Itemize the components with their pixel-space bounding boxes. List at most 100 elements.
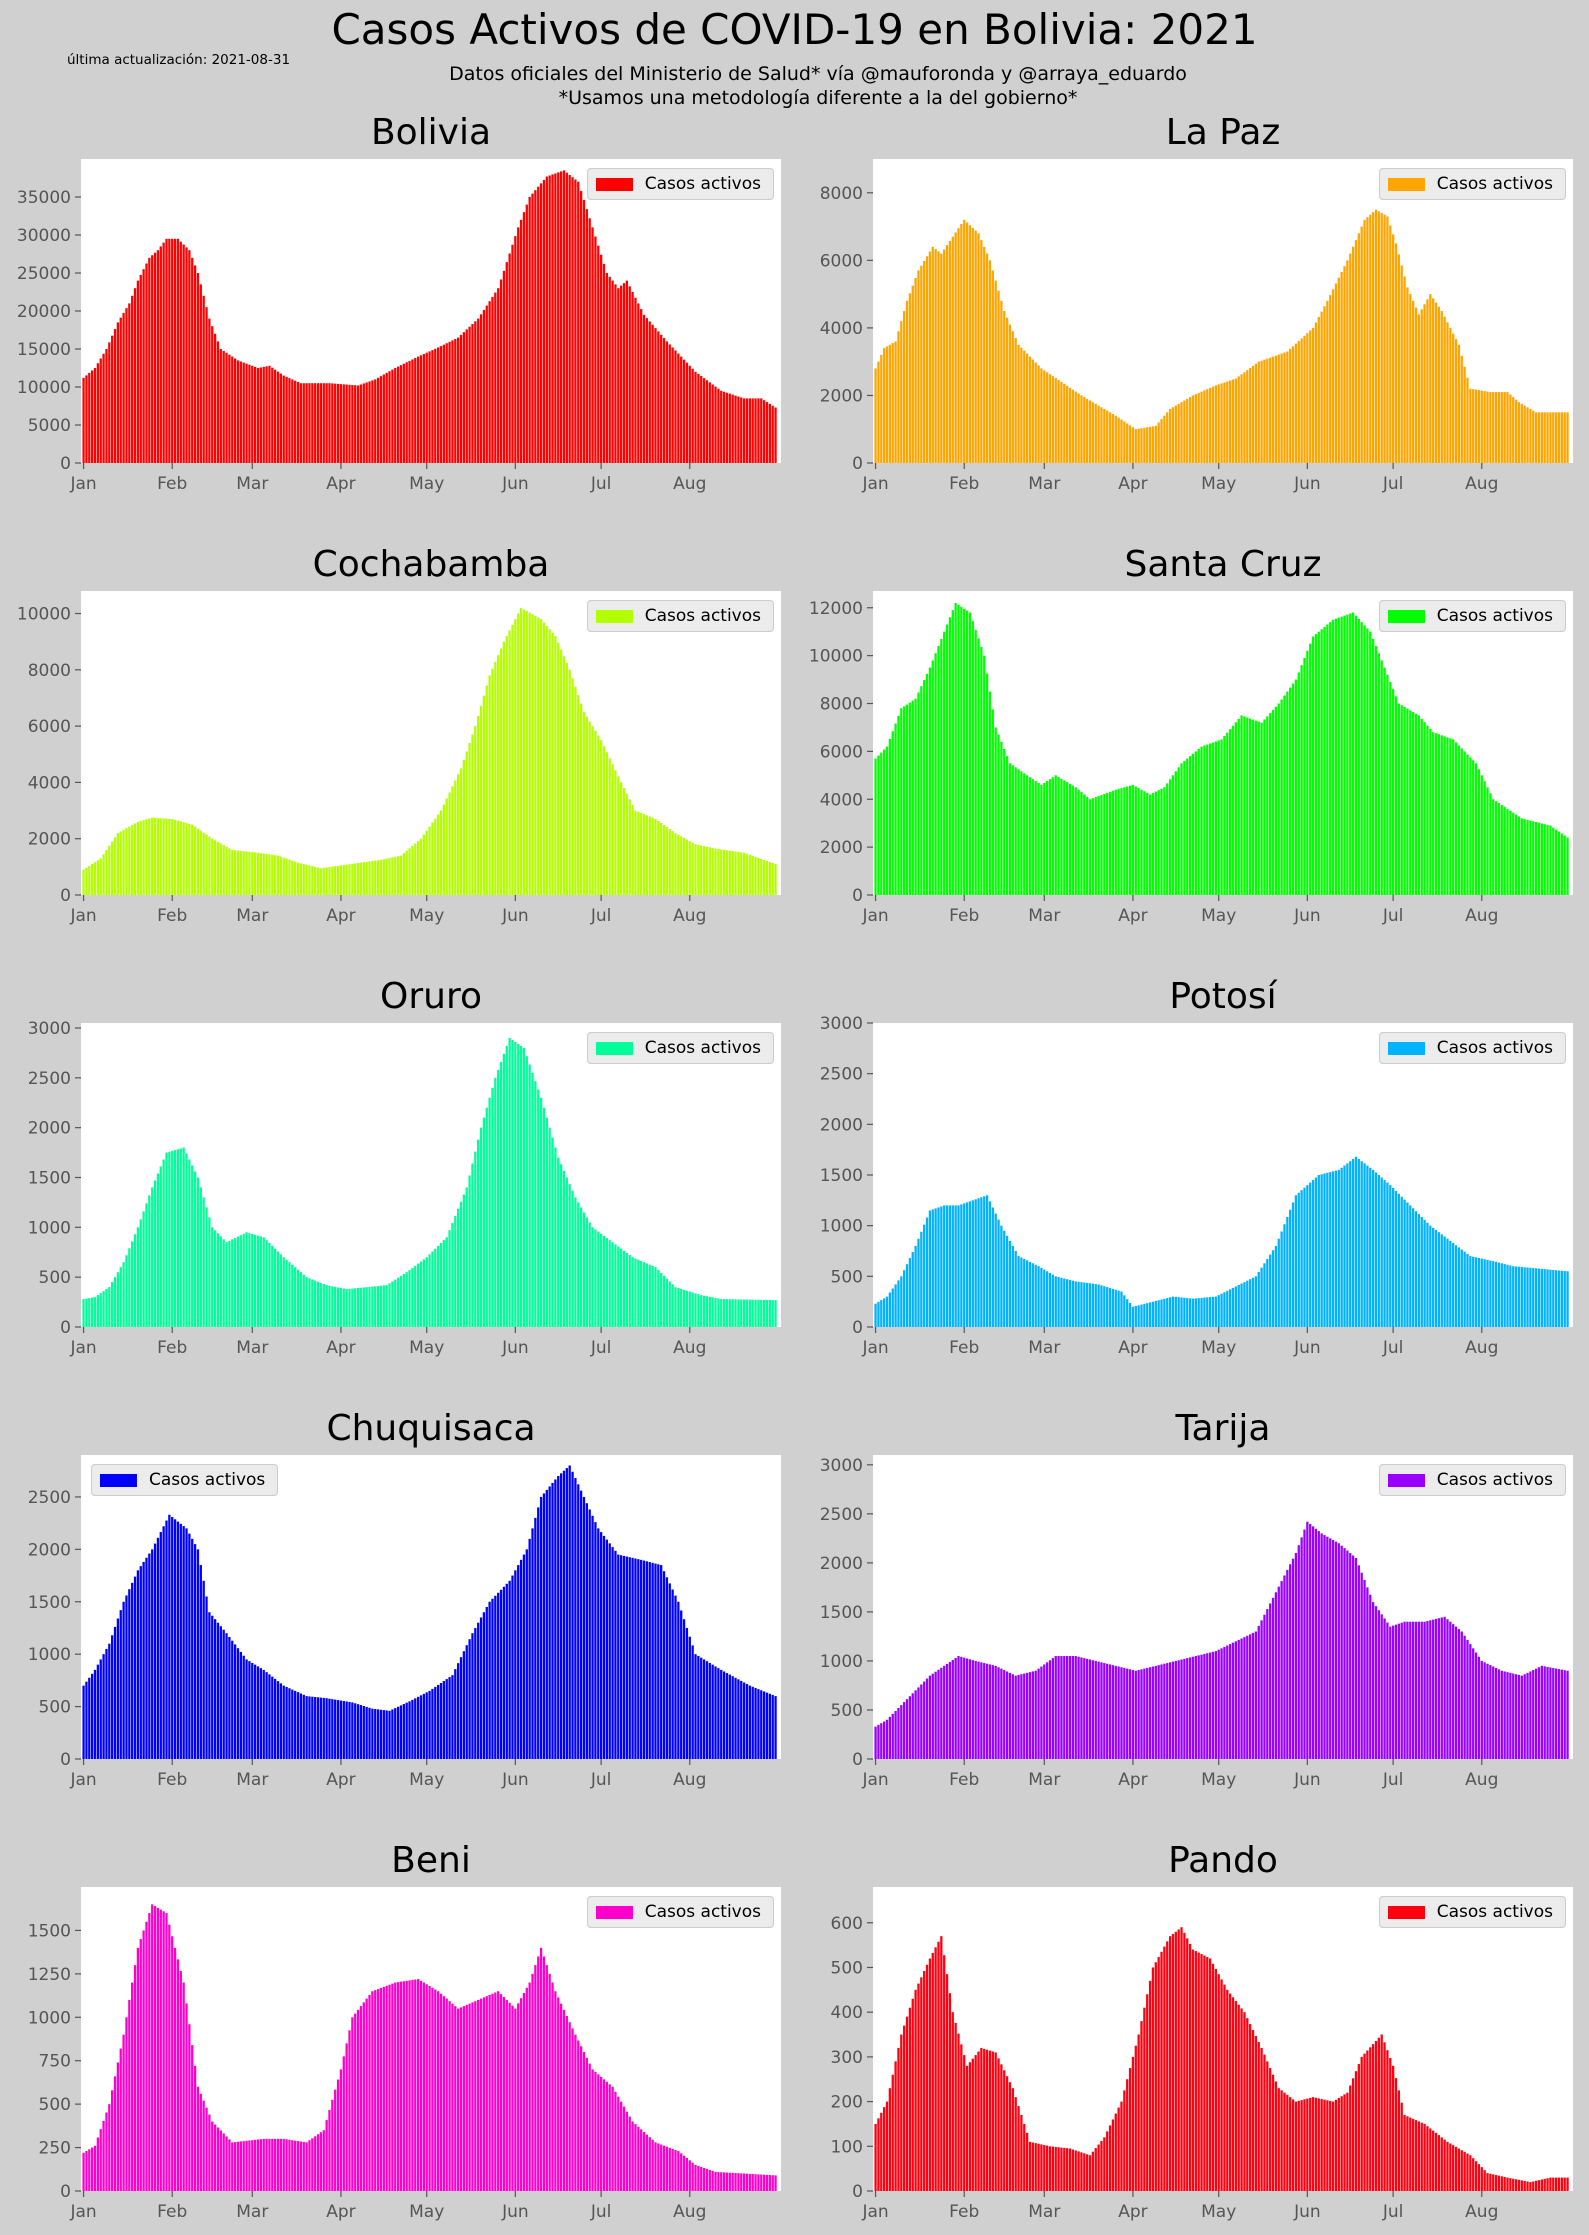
bar bbox=[468, 1639, 471, 1759]
bar bbox=[1526, 2181, 1529, 2191]
bar bbox=[1392, 1625, 1395, 1759]
bar bbox=[1094, 2148, 1097, 2191]
bar bbox=[665, 341, 669, 463]
bar bbox=[1294, 1553, 1298, 1759]
bar bbox=[1117, 417, 1120, 463]
bar bbox=[1143, 1668, 1146, 1759]
bar bbox=[151, 255, 154, 463]
legend-label: Casos activos bbox=[644, 1902, 761, 1922]
update-note: última actualización: 2021-08-31 bbox=[67, 52, 291, 68]
bar bbox=[628, 1255, 631, 1327]
bar bbox=[1432, 1227, 1435, 1327]
bar bbox=[1480, 2167, 1483, 2191]
bar bbox=[285, 376, 288, 463]
bar bbox=[1554, 1668, 1558, 1759]
bar bbox=[1517, 2179, 1521, 2191]
bar bbox=[248, 1661, 251, 1759]
bar bbox=[1300, 338, 1303, 463]
bar bbox=[985, 1195, 989, 1327]
bar bbox=[894, 2061, 897, 2191]
bar bbox=[1174, 1931, 1177, 2191]
bars bbox=[874, 602, 1569, 895]
bar bbox=[1068, 1656, 1072, 1759]
bar bbox=[1249, 2024, 1252, 2191]
bar bbox=[1323, 626, 1326, 895]
bar bbox=[754, 1299, 757, 1327]
bar bbox=[173, 819, 177, 895]
bar bbox=[1557, 1270, 1561, 1327]
bar bbox=[193, 265, 197, 463]
bar bbox=[1214, 1296, 1217, 1327]
bar bbox=[1557, 1669, 1561, 1759]
bar bbox=[640, 812, 643, 895]
bar bbox=[605, 1539, 608, 1759]
bar bbox=[299, 2141, 303, 2191]
bar bbox=[1546, 824, 1549, 895]
bar bbox=[482, 695, 486, 895]
bar bbox=[548, 629, 551, 895]
bar bbox=[182, 822, 185, 895]
bar bbox=[983, 1663, 986, 1759]
bar bbox=[256, 852, 260, 895]
y-tick-label: 500 bbox=[39, 2095, 71, 2115]
bar bbox=[96, 2137, 100, 2191]
bar bbox=[122, 829, 125, 895]
bar bbox=[225, 352, 228, 463]
bar bbox=[99, 1293, 102, 1327]
bar bbox=[883, 749, 886, 895]
bar bbox=[963, 2055, 966, 2191]
bar bbox=[1394, 1190, 1398, 1327]
bar bbox=[454, 1669, 457, 1759]
bar bbox=[1406, 1621, 1409, 1759]
x-tick-label: May bbox=[1201, 906, 1236, 926]
bar bbox=[1277, 1238, 1280, 1327]
bar bbox=[722, 1671, 726, 1759]
bar bbox=[437, 814, 440, 895]
bar bbox=[1397, 1623, 1400, 1759]
bar bbox=[1211, 742, 1215, 895]
bar bbox=[1369, 214, 1372, 463]
bar bbox=[720, 1299, 723, 1327]
bar bbox=[908, 1696, 912, 1759]
bar bbox=[371, 380, 374, 463]
bar bbox=[1031, 2142, 1034, 2191]
bar bbox=[591, 1227, 594, 1327]
bar bbox=[1523, 1267, 1526, 1327]
bar bbox=[1003, 2070, 1006, 2191]
bar bbox=[294, 1690, 297, 1759]
bar bbox=[1371, 2044, 1375, 2191]
bar bbox=[965, 222, 969, 463]
bar bbox=[1366, 2050, 1369, 2191]
bar bbox=[1432, 298, 1435, 463]
bar bbox=[1337, 617, 1340, 895]
bar bbox=[937, 1207, 940, 1327]
bar bbox=[965, 1202, 969, 1327]
bar bbox=[448, 792, 451, 895]
bar bbox=[1517, 1266, 1521, 1327]
bar bbox=[951, 1659, 954, 1759]
bar bbox=[1086, 398, 1089, 463]
bar bbox=[122, 312, 125, 463]
bar bbox=[248, 1233, 251, 1327]
x-tick-label: Feb bbox=[157, 474, 187, 494]
bar bbox=[634, 2124, 637, 2191]
bar bbox=[339, 1287, 343, 1327]
bar bbox=[582, 1496, 586, 1759]
bar bbox=[963, 1657, 966, 1759]
bar bbox=[594, 1229, 597, 1327]
bar bbox=[597, 735, 600, 895]
bar bbox=[1083, 397, 1086, 463]
bar bbox=[1028, 1261, 1032, 1327]
bar bbox=[1226, 1989, 1229, 2191]
bar bbox=[963, 608, 966, 895]
bar bbox=[1048, 1272, 1052, 1327]
bar bbox=[1563, 1271, 1566, 1327]
bar bbox=[1080, 1282, 1083, 1327]
bar bbox=[754, 856, 757, 895]
bar bbox=[1226, 732, 1229, 895]
bar bbox=[711, 1297, 714, 1327]
bar bbox=[648, 321, 651, 463]
bar bbox=[1426, 299, 1429, 463]
bar bbox=[943, 249, 946, 463]
